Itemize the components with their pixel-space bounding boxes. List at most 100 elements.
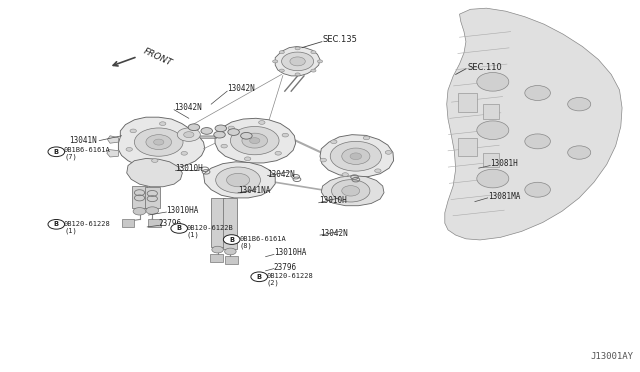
Circle shape bbox=[188, 124, 200, 131]
Circle shape bbox=[350, 153, 362, 160]
Text: 13010H: 13010H bbox=[175, 164, 203, 173]
Bar bbox=[483, 104, 499, 119]
Circle shape bbox=[130, 129, 136, 133]
Circle shape bbox=[152, 159, 158, 163]
Circle shape bbox=[282, 52, 314, 71]
Text: 13081MA: 13081MA bbox=[488, 192, 520, 201]
Text: (1): (1) bbox=[64, 227, 77, 234]
Circle shape bbox=[201, 128, 212, 134]
Circle shape bbox=[311, 51, 316, 54]
Circle shape bbox=[146, 135, 172, 150]
Circle shape bbox=[342, 186, 360, 196]
Circle shape bbox=[331, 140, 337, 144]
Text: 13042N: 13042N bbox=[320, 229, 348, 238]
Polygon shape bbox=[445, 8, 622, 240]
Polygon shape bbox=[211, 198, 225, 247]
Text: 13010HA: 13010HA bbox=[166, 206, 199, 215]
Circle shape bbox=[273, 60, 278, 63]
Text: 13041NA: 13041NA bbox=[238, 186, 271, 195]
Text: 0B1B6-6161A: 0B1B6-6161A bbox=[239, 236, 286, 242]
Circle shape bbox=[342, 148, 370, 164]
Circle shape bbox=[133, 208, 146, 215]
Circle shape bbox=[126, 147, 132, 151]
Text: 13042N: 13042N bbox=[227, 84, 255, 93]
Polygon shape bbox=[215, 118, 296, 163]
Bar bbox=[458, 138, 477, 156]
Text: 13010H: 13010H bbox=[319, 196, 346, 205]
Bar bbox=[225, 256, 238, 264]
Circle shape bbox=[477, 73, 509, 91]
Text: B: B bbox=[54, 149, 59, 155]
Polygon shape bbox=[275, 46, 320, 76]
Circle shape bbox=[251, 272, 268, 282]
Polygon shape bbox=[132, 186, 147, 208]
Bar bbox=[122, 219, 134, 227]
Text: 13042N: 13042N bbox=[268, 170, 295, 179]
Circle shape bbox=[146, 207, 159, 214]
Polygon shape bbox=[321, 176, 384, 206]
Circle shape bbox=[290, 57, 305, 66]
Circle shape bbox=[279, 69, 284, 72]
Text: 23796: 23796 bbox=[274, 263, 297, 272]
Text: (2): (2) bbox=[267, 279, 280, 286]
Polygon shape bbox=[107, 150, 118, 157]
Polygon shape bbox=[145, 187, 160, 208]
Text: B: B bbox=[177, 225, 182, 231]
Circle shape bbox=[221, 144, 227, 148]
Bar bbox=[148, 219, 161, 227]
Text: FRONT: FRONT bbox=[142, 47, 173, 68]
Polygon shape bbox=[204, 162, 275, 198]
Text: B: B bbox=[54, 221, 59, 227]
Circle shape bbox=[241, 132, 252, 139]
Circle shape bbox=[242, 133, 268, 148]
Circle shape bbox=[134, 128, 183, 156]
Circle shape bbox=[477, 121, 509, 140]
Circle shape bbox=[215, 125, 227, 132]
Circle shape bbox=[171, 224, 188, 233]
Circle shape bbox=[184, 132, 194, 138]
Circle shape bbox=[525, 86, 550, 100]
Circle shape bbox=[317, 60, 323, 63]
Circle shape bbox=[48, 219, 65, 229]
Circle shape bbox=[230, 126, 279, 155]
Text: J13001AY: J13001AY bbox=[591, 352, 634, 361]
Circle shape bbox=[185, 133, 191, 137]
Polygon shape bbox=[127, 158, 182, 187]
Circle shape bbox=[374, 169, 381, 173]
Circle shape bbox=[568, 146, 591, 159]
Circle shape bbox=[223, 235, 240, 244]
Circle shape bbox=[227, 173, 250, 187]
Circle shape bbox=[244, 157, 251, 161]
Text: SEC.110: SEC.110 bbox=[467, 63, 502, 72]
Circle shape bbox=[48, 147, 65, 157]
Circle shape bbox=[259, 121, 265, 124]
Text: (1): (1) bbox=[187, 231, 200, 238]
Circle shape bbox=[568, 97, 591, 111]
Circle shape bbox=[385, 151, 392, 154]
Circle shape bbox=[181, 151, 188, 155]
Circle shape bbox=[159, 122, 166, 125]
Circle shape bbox=[477, 169, 509, 188]
Circle shape bbox=[525, 182, 550, 197]
Circle shape bbox=[216, 167, 260, 193]
Polygon shape bbox=[223, 198, 237, 249]
Polygon shape bbox=[320, 135, 394, 177]
Circle shape bbox=[214, 131, 225, 138]
Text: 0B120-6122B: 0B120-6122B bbox=[187, 225, 234, 231]
Circle shape bbox=[177, 128, 200, 141]
Bar bbox=[210, 254, 223, 262]
Text: 13042N: 13042N bbox=[174, 103, 202, 112]
Text: 13081H: 13081H bbox=[490, 159, 518, 168]
Text: (7): (7) bbox=[64, 153, 77, 160]
Polygon shape bbox=[118, 117, 205, 169]
Circle shape bbox=[330, 141, 381, 171]
Circle shape bbox=[332, 180, 370, 202]
Polygon shape bbox=[108, 136, 118, 143]
Circle shape bbox=[364, 136, 370, 140]
Circle shape bbox=[311, 69, 316, 72]
Circle shape bbox=[154, 139, 164, 145]
Circle shape bbox=[250, 138, 260, 144]
Circle shape bbox=[282, 133, 289, 137]
Text: SEC.135: SEC.135 bbox=[323, 35, 357, 44]
Text: B: B bbox=[257, 274, 262, 280]
